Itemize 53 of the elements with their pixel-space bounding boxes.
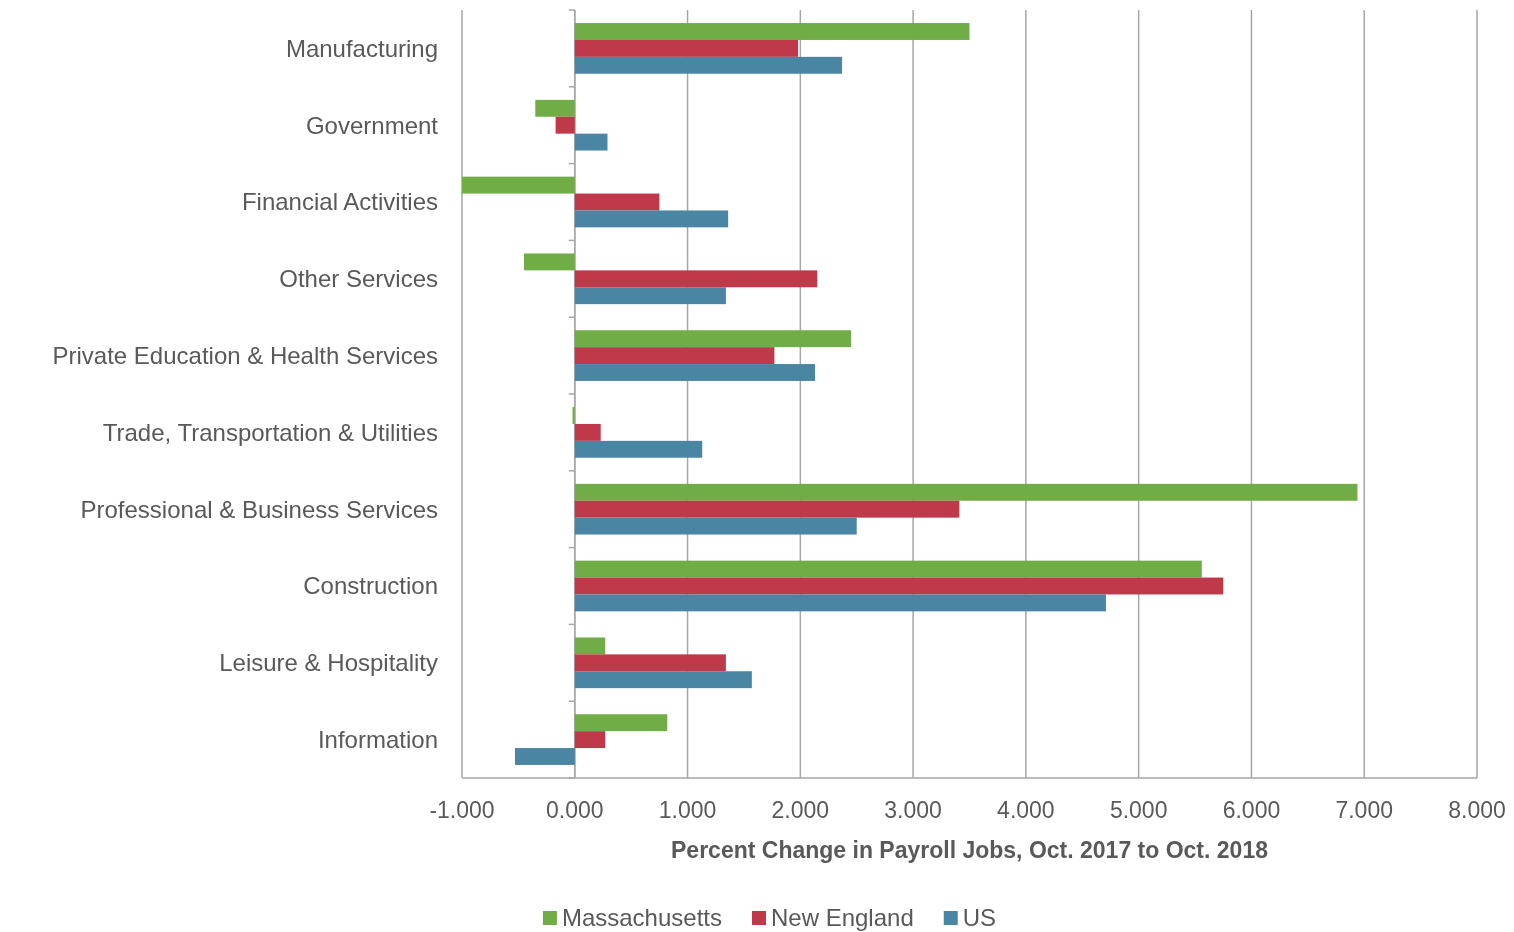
bar: [515, 748, 575, 765]
x-tick-label: -1.000: [429, 797, 495, 823]
y-tick-label: Other Services: [279, 265, 438, 293]
x-tick-label: 6.000: [1222, 797, 1281, 823]
y-tick-label: Government: [305, 111, 439, 139]
bar: [574, 287, 726, 305]
bar: [555, 116, 575, 134]
y-tick-label: Financial Activities: [241, 188, 438, 216]
legend-label: New England: [770, 904, 914, 932]
bar: [574, 330, 852, 348]
x-tick-label: 3.000: [884, 797, 942, 823]
y-tick-label: Information: [317, 726, 438, 753]
y-tick-label: Construction: [303, 572, 438, 600]
bar: [462, 176, 575, 194]
y-tick-label: Leisure & Hospitality: [219, 649, 438, 677]
x-tick-label: 5.000: [1109, 797, 1168, 823]
bar: [574, 23, 970, 40]
x-tick-label: 4.000: [997, 797, 1055, 823]
y-tick-label: Professional & Business Services: [80, 495, 438, 523]
y-tick-label: Private Education & Health Services: [52, 342, 438, 369]
bar: [574, 594, 1106, 612]
bar: [574, 731, 606, 749]
x-tick-label: 2.000: [771, 797, 830, 823]
bar: [574, 210, 729, 228]
bar: [574, 483, 1358, 501]
bar: [574, 347, 775, 365]
bar: [574, 714, 668, 732]
bar: [574, 440, 703, 458]
legend-label: Massachusetts: [561, 904, 722, 932]
x-tick-label: 8.000: [1448, 797, 1506, 823]
bar: [574, 654, 726, 672]
bar: [535, 99, 575, 117]
x-tick-label: 0.000: [546, 797, 604, 823]
bar: [574, 133, 608, 151]
bar: [574, 193, 660, 211]
bar: [574, 56, 843, 74]
bar: [574, 517, 857, 535]
bar: [574, 364, 815, 381]
bar: [574, 560, 1202, 578]
bar: [524, 253, 575, 271]
x-axis-title: Percent Change in Payroll Jobs, Oct. 2017 to Oct. 2018: [671, 837, 1269, 863]
bar: [574, 270, 818, 288]
x-tick-label: 1.000: [658, 797, 717, 823]
bar: [574, 423, 601, 441]
y-tick-label: Manufacturing: [285, 34, 438, 62]
x-tick-label: 7.000: [1335, 797, 1393, 823]
y-tick-label: Trade, Transportation & Utilities: [102, 418, 438, 446]
bar: [574, 500, 960, 518]
legend-label: US: [962, 904, 997, 932]
bar: [574, 577, 1224, 595]
bar: [574, 671, 752, 689]
bar: [574, 39, 799, 57]
bar: [574, 637, 606, 655]
